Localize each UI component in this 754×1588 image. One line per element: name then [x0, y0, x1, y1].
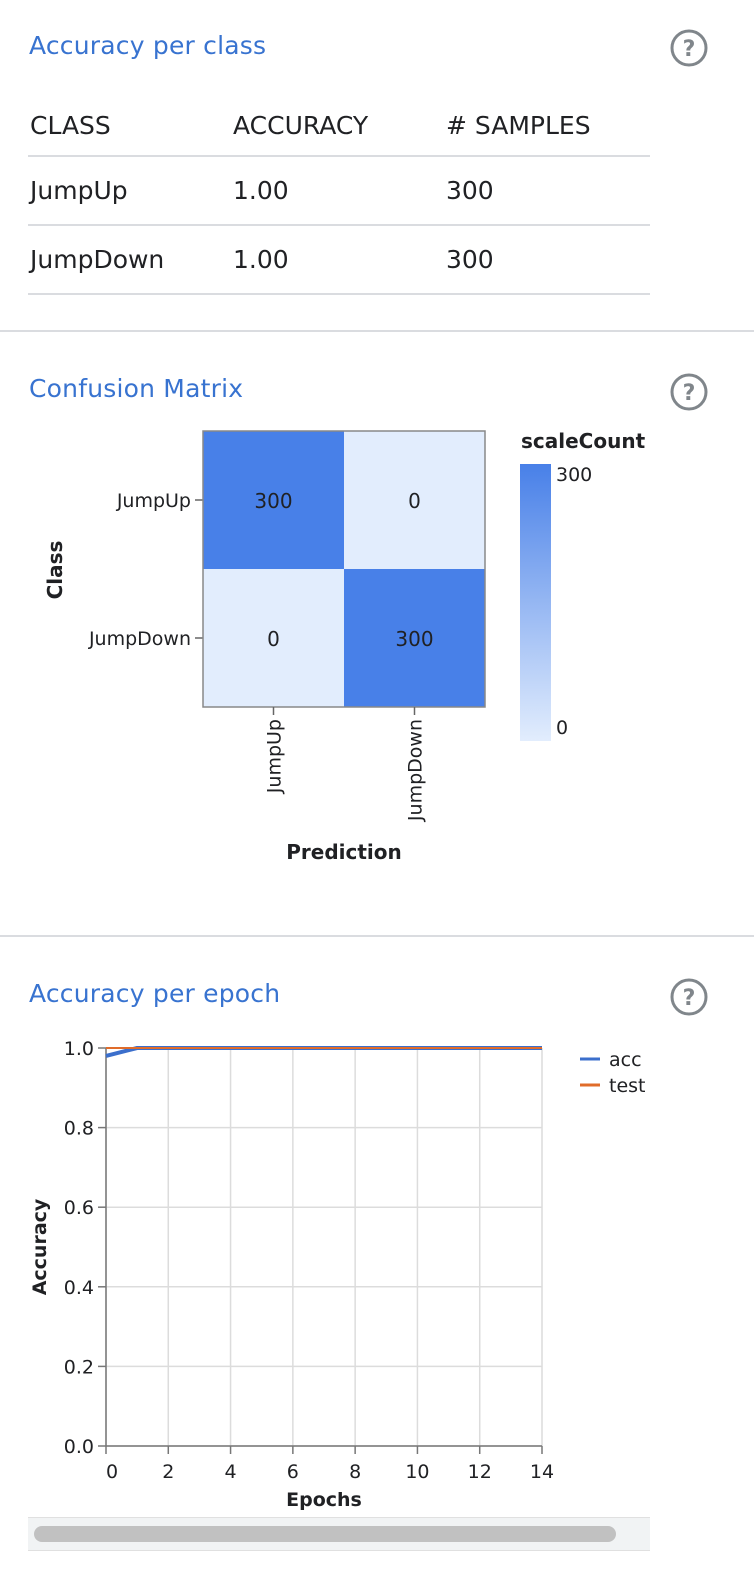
heatmap-cell: [203, 569, 344, 707]
legend-max-label: 300: [556, 464, 592, 486]
table-row: JumpDown 1.00 300: [28, 226, 650, 295]
x-tick-label: 10: [405, 1461, 429, 1483]
x-tick-label: JumpDown: [405, 719, 427, 822]
heatmap-cell: [203, 431, 344, 569]
header-class: CLASS: [30, 110, 111, 140]
legend-label: test: [609, 1075, 646, 1097]
x-tick-label: 8: [349, 1461, 361, 1483]
accuracy-line-chart: 0 2 4 6 8 10 12 14 0.0 0.2 0.4 0.6 0.8 1.0 Epochs Accur…: [29, 1038, 646, 1511]
legend-gradient: [520, 464, 551, 741]
cell-accuracy: 1.00: [233, 245, 289, 274]
y-tick-label: 0.4: [64, 1277, 94, 1299]
heatmap-cell-label: 0: [408, 489, 421, 513]
accuracy-per-epoch-title: Accuracy per epoch: [29, 979, 281, 1008]
accuracy-per-class-title: Accuracy per class: [29, 31, 267, 60]
section-divider: [0, 330, 754, 332]
x-tick-label: 0: [106, 1461, 118, 1483]
x-axis-label: Prediction: [286, 840, 402, 864]
heatmap-frame: [202, 430, 486, 708]
section-divider: [0, 935, 754, 937]
y-tick-label: JumpDown: [88, 628, 191, 650]
cell-accuracy: 1.00: [233, 176, 289, 205]
y-tick-label: 1.0: [64, 1038, 94, 1060]
svg-text:?: ?: [683, 37, 696, 62]
x-tick-label: 6: [287, 1461, 299, 1483]
x-tick-label: 14: [530, 1461, 554, 1483]
cell-class: JumpUp: [30, 176, 128, 205]
confusion-matrix-title: Confusion Matrix: [29, 374, 244, 403]
cell-samples: 300: [446, 245, 494, 274]
x-tick-label: 2: [162, 1461, 174, 1483]
y-tick-label: JumpUp: [116, 490, 191, 512]
legend-title: scaleCount: [521, 429, 646, 453]
heatmap-cell: [344, 569, 485, 707]
x-tick-label: 4: [225, 1461, 237, 1483]
scrollbar-thumb[interactable]: [34, 1526, 616, 1542]
header-accuracy: ACCURACY: [233, 110, 369, 140]
heatmap-cell: [344, 431, 485, 569]
confusion-matrix-section: Confusion Matrix ? 300 0 JumpUp 0 300 JumpDow…: [0, 332, 754, 935]
y-axis-label: Accuracy: [29, 1198, 51, 1295]
accuracy-per-epoch-section: Accuracy per epoch ? 0 2 4 6 8 10 12 14 0.0 0.2 0.…: [0, 937, 754, 1588]
heatmap-cell-label: 0: [267, 627, 280, 651]
y-axis-label: Class: [43, 541, 67, 600]
svg-text:?: ?: [683, 986, 696, 1011]
help-icon[interactable]: ?: [669, 372, 709, 412]
series-line-acc: [105, 1046, 542, 1058]
x-tick-label: 12: [468, 1461, 492, 1483]
cell-class: JumpDown: [30, 245, 165, 274]
legend-label: acc: [609, 1049, 642, 1071]
help-icon[interactable]: ?: [669, 977, 709, 1017]
y-tick-label: 0.2: [64, 1356, 94, 1378]
heatmap-cell-label: 300: [254, 489, 292, 513]
x-axis-label: Epochs: [286, 1489, 362, 1511]
svg-text:?: ?: [683, 381, 696, 406]
accuracy-table: CLASS ACCURACY # SAMPLES JumpUp 1.00 300…: [28, 95, 650, 295]
header-samples: # SAMPLES: [446, 110, 591, 140]
y-tick-label: 0.8: [64, 1118, 94, 1140]
y-tick-label: 0.0: [64, 1436, 94, 1458]
legend-min-label: 0: [556, 717, 568, 739]
heatmap-cell-label: 300: [395, 627, 433, 651]
horizontal-scrollbar[interactable]: [28, 1517, 650, 1551]
y-tick-label: 0.6: [64, 1197, 94, 1219]
accuracy-per-class-section: Accuracy per class ? CLASS ACCURACY # SA…: [0, 0, 754, 331]
help-icon[interactable]: ?: [669, 28, 709, 68]
table-row: JumpUp 1.00 300: [28, 157, 650, 226]
table-header-row: CLASS ACCURACY # SAMPLES: [28, 95, 650, 157]
cell-samples: 300: [446, 176, 494, 205]
x-tick-label: JumpUp: [264, 719, 286, 794]
